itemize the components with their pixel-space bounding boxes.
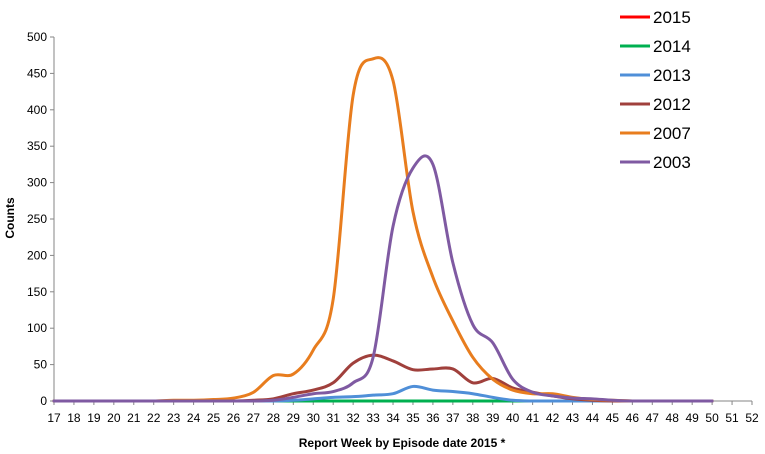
x-tick-label: 39 [486, 411, 500, 425]
y-tick-label: 150 [27, 285, 47, 299]
x-tick-label: 30 [307, 411, 321, 425]
y-tick-label: 450 [27, 66, 47, 80]
x-tick-label: 38 [466, 411, 480, 425]
y-tick-label: 250 [27, 212, 47, 226]
x-tick-label: 26 [227, 411, 241, 425]
x-tick-label: 49 [685, 411, 699, 425]
series-line-2013 [52, 384, 714, 403]
x-tick-label: 18 [67, 411, 81, 425]
y-tick-label: 300 [27, 176, 47, 190]
x-tick-label: 37 [446, 411, 460, 425]
y-tick-label: 50 [34, 358, 48, 372]
y-tick-label: 200 [27, 248, 47, 262]
x-axis-label: Report Week by Episode date 2015 * [299, 436, 506, 450]
x-tick-label: 17 [47, 411, 61, 425]
x-tick-label: 32 [346, 411, 360, 425]
x-tick-label: 33 [366, 411, 380, 425]
legend-label-2013: 2013 [653, 66, 691, 85]
x-tick-label: 19 [87, 411, 101, 425]
x-tick-label: 41 [526, 411, 540, 425]
y-tick-label: 0 [40, 394, 47, 408]
x-tick-label: 42 [546, 411, 560, 425]
x-tick-label: 52 [745, 411, 759, 425]
x-tick-label: 50 [705, 411, 719, 425]
x-tick-label: 48 [666, 411, 680, 425]
x-tick-label: 20 [107, 411, 121, 425]
y-tick-label: 400 [27, 103, 47, 117]
x-tick-label: 36 [426, 411, 440, 425]
legend: 2015 2014 2013 2012 2007 2003 [620, 8, 691, 172]
legend-label-2007: 2007 [653, 124, 691, 143]
x-tick-label: 25 [207, 411, 221, 425]
x-tick-label: 31 [327, 411, 341, 425]
series-line-2007 [52, 56, 714, 403]
x-tick-label: 22 [147, 411, 161, 425]
legend-label-2015: 2015 [653, 8, 691, 27]
x-tick-label: 40 [506, 411, 520, 425]
y-axis-label: Counts [3, 197, 17, 239]
x-tick-label: 21 [127, 411, 141, 425]
x-tick-label: 24 [187, 411, 201, 425]
x-tick-label: 44 [586, 411, 600, 425]
y-axis: 0 50 100 150 200 250 300 350 400 450 500 [27, 30, 55, 408]
x-axis: 17 18 19 20 21 22 23 24 25 26 27 28 29 30 31 32 33 34 35 36… [47, 400, 759, 425]
x-tick-label: 35 [406, 411, 420, 425]
x-tick-label: 23 [167, 411, 181, 425]
x-tick-label: 29 [287, 411, 301, 425]
x-tick-label: 45 [606, 411, 620, 425]
x-tick-label: 51 [725, 411, 739, 425]
y-tick-label: 500 [27, 30, 47, 44]
x-tick-label: 27 [247, 411, 261, 425]
series-lines [52, 56, 714, 403]
x-tick-label: 47 [646, 411, 660, 425]
x-tick-label: 28 [267, 411, 281, 425]
legend-label-2003: 2003 [653, 153, 691, 172]
y-tick-label: 100 [27, 321, 47, 335]
x-tick-label: 43 [566, 411, 580, 425]
legend-label-2012: 2012 [653, 95, 691, 114]
series-line-2003 [52, 154, 714, 403]
y-tick-label: 350 [27, 139, 47, 153]
x-tick-label: 34 [386, 411, 400, 425]
x-tick-label: 46 [626, 411, 640, 425]
legend-label-2014: 2014 [653, 37, 691, 56]
